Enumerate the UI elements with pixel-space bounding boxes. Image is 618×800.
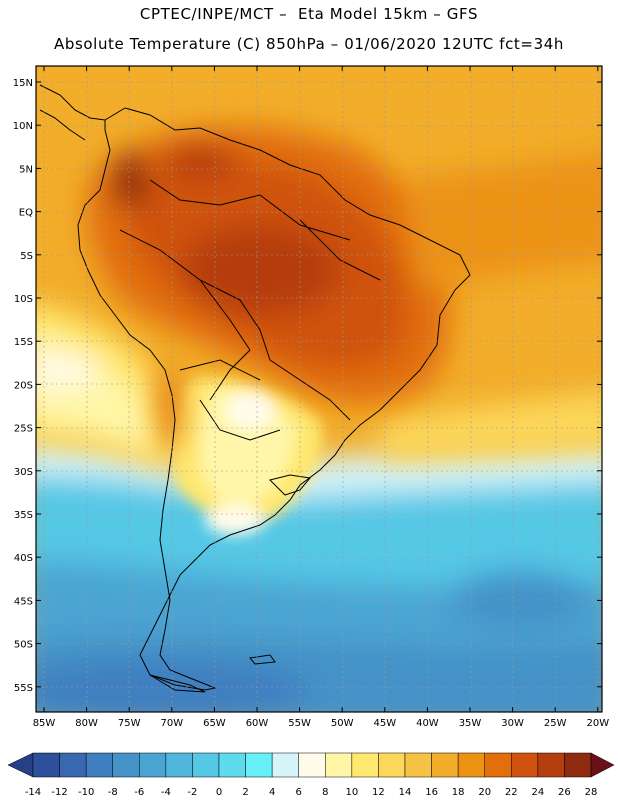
- lon-label: 65W: [203, 718, 226, 729]
- colorbar-label: 6: [296, 787, 302, 798]
- colorbar-swatch: [564, 752, 592, 778]
- lat-label: 15N: [13, 78, 33, 89]
- colorbar-label: -10: [78, 787, 94, 798]
- colorbar-swatch: [165, 752, 193, 778]
- colorbar-swatch: [218, 752, 246, 778]
- lat-label: 40S: [14, 553, 33, 564]
- chart-title: CPTEC/INPE/MCT – Eta Model 15km – GFS: [139, 5, 479, 23]
- lon-label: 45W: [373, 718, 396, 729]
- chart-subtitle: Absolute Temperature (C) 850hPa – 01/06/…: [54, 35, 564, 53]
- colorbar-cap-low: [7, 752, 34, 778]
- lat-label: 10S: [14, 294, 33, 305]
- lat-label: EQ: [19, 208, 33, 219]
- colorbar-swatch: [32, 752, 60, 778]
- lon-label: 40W: [416, 718, 439, 729]
- colorbar-label: 20: [478, 787, 491, 798]
- colorbar-label: 16: [425, 787, 438, 798]
- colorbar-label: 14: [399, 787, 412, 798]
- lat-label: 35S: [14, 510, 33, 521]
- lon-label: 55W: [288, 718, 311, 729]
- colorbar-label: -2: [187, 787, 197, 798]
- lon-label: 50W: [331, 718, 354, 729]
- lat-label: 25S: [14, 424, 33, 435]
- longitude-axis: 85W 80W 75W 70W 65W 60W 55W 50W 45W 40W 35W 30W 25W 2…: [33, 66, 609, 729]
- lon-label: 35W: [459, 718, 482, 729]
- colorbar-swatch: [537, 752, 565, 778]
- colorbar-swatch: [271, 752, 299, 778]
- colorbar-label: 2: [242, 787, 248, 798]
- colorbar-swatch: [192, 752, 220, 778]
- lat-label: 5N: [19, 164, 33, 175]
- colorbar-swatch: [112, 752, 140, 778]
- colorbar-label: 8: [322, 787, 328, 798]
- south-america-outline: [77, 107, 471, 691]
- colorbar-cap-high: [590, 752, 615, 778]
- colorbar-swatch: [298, 752, 326, 778]
- coastlines: [39, 84, 471, 693]
- lat-label: 20S: [14, 380, 33, 391]
- colorbar-label: 4: [269, 787, 275, 798]
- colorbar: -14 -12 -10 -8 -6 -4 -2 0 2 4 6 8 10 12 14 16 18 20 22 24 26…: [7, 752, 615, 798]
- lon-label: 75W: [118, 718, 141, 729]
- lat-label: 45S: [14, 596, 33, 607]
- latitude-axis: 15N 10N 5N EQ 5S 10S 15S 20S 25S 30S 35S 40S 45S 50S 5…: [13, 78, 602, 694]
- colorbar-label: 26: [558, 787, 571, 798]
- colorbar-swatch: [325, 752, 353, 778]
- political-borders: [119, 179, 381, 441]
- colorbar-swatch: [457, 752, 485, 778]
- colorbar-label: 0: [216, 787, 222, 798]
- lon-label: 60W: [246, 718, 269, 729]
- colorbar-swatch: [351, 752, 379, 778]
- lon-label: 25W: [544, 718, 567, 729]
- colorbar-swatch: [245, 752, 273, 778]
- lat-label: 5S: [20, 251, 33, 262]
- colorbar-label: 28: [585, 787, 598, 798]
- lat-label: 15S: [14, 337, 33, 348]
- lat-label: 30S: [14, 467, 33, 478]
- colorbar-label: 18: [452, 787, 465, 798]
- colorbar-swatch: [378, 752, 406, 778]
- lat-label: 50S: [14, 640, 33, 651]
- lon-label: 20W: [586, 718, 609, 729]
- graticule: [36, 66, 602, 712]
- falkland-islands: [249, 654, 276, 665]
- colorbar-swatch: [484, 752, 512, 778]
- rio-de-la-plata: [269, 474, 311, 496]
- colorbar-label: 24: [531, 787, 544, 798]
- temperature-field: [36, 66, 602, 712]
- colorbar-label: -14: [25, 787, 41, 798]
- colorbar-swatch: [431, 752, 459, 778]
- colorbar-label: -6: [134, 787, 144, 798]
- lat-label: 10N: [13, 121, 33, 132]
- colorbar-swatch: [139, 752, 167, 778]
- colorbar-swatch: [85, 752, 113, 778]
- colorbar-swatch: [59, 752, 87, 778]
- colorbar-label: 10: [345, 787, 358, 798]
- lon-label: 80W: [75, 718, 98, 729]
- lon-label: 30W: [501, 718, 524, 729]
- lon-label: 85W: [33, 718, 56, 729]
- lat-label: 55S: [14, 683, 33, 694]
- colorbar-swatch: [511, 752, 539, 778]
- colorbar-label: -4: [161, 787, 171, 798]
- colorbar-label: 12: [372, 787, 385, 798]
- colorbar-swatch: [404, 752, 432, 778]
- central-america-outline: [39, 84, 106, 141]
- lon-label: 70W: [160, 718, 183, 729]
- colorbar-label: -12: [51, 787, 67, 798]
- tierra-del-fuego: [149, 674, 206, 693]
- colorbar-label: -8: [108, 787, 118, 798]
- colorbar-label: 22: [505, 787, 518, 798]
- map-frame: [35, 65, 603, 713]
